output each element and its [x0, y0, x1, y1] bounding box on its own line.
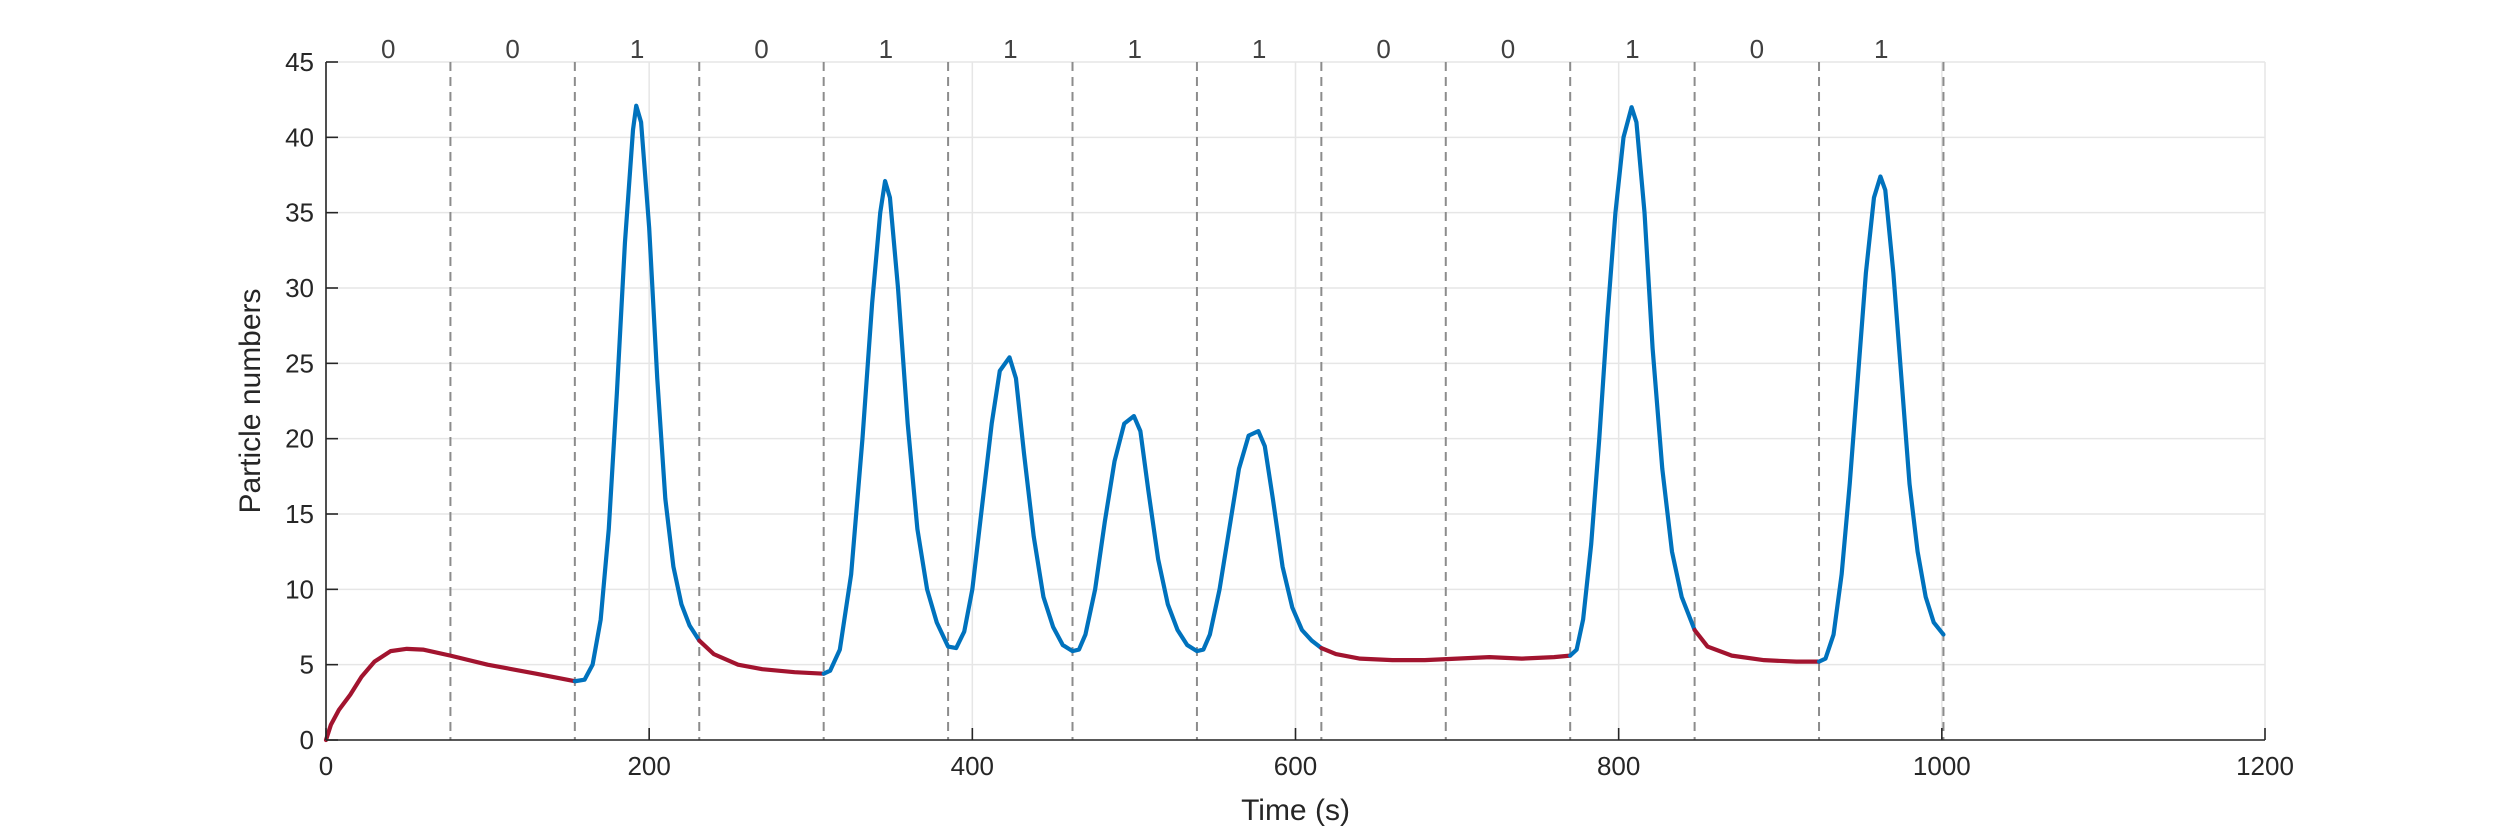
- series-line-state-1: [821, 178, 1324, 676]
- series-line-state-1: [572, 103, 702, 684]
- series-line-state-0: [697, 638, 826, 676]
- x-axis-label: Time (s): [1241, 794, 1350, 827]
- y-tick-label: 20: [285, 424, 314, 454]
- series-layer: [323, 103, 1946, 743]
- y-tick-label: 0: [300, 725, 314, 755]
- y-tick-label: 25: [285, 348, 314, 378]
- segment-state-label: 1: [1625, 34, 1639, 64]
- segment-state-label: 1: [1003, 34, 1017, 64]
- x-tick-label: 400: [951, 751, 994, 781]
- series-line-state-1: [1816, 174, 1946, 664]
- segment-state-label: 1: [630, 34, 644, 64]
- y-tick-label: 10: [285, 574, 314, 604]
- x-tick-label: 0: [319, 751, 333, 781]
- x-tick-label: 600: [1274, 751, 1317, 781]
- x-tick-label: 1200: [2236, 751, 2294, 781]
- segment-state-label: 0: [381, 34, 395, 64]
- y-tick-label: 5: [300, 650, 314, 680]
- segment-state-label: 0: [1376, 34, 1390, 64]
- segment-state-label: 1: [1252, 34, 1266, 64]
- x-tick-label: 800: [1597, 751, 1640, 781]
- axes: 0 200 400 600 800 1000 1200 0 5 10 15 20 25 30 35 40 45: [285, 47, 2294, 781]
- y-tick-label: 40: [285, 122, 314, 152]
- y-tick-label: 35: [285, 198, 314, 228]
- series-line-state-0: [1319, 645, 1573, 663]
- segment-state-label: 1: [879, 34, 893, 64]
- segment-state-label: 0: [505, 34, 519, 64]
- grid-layer: [325, 61, 2266, 741]
- x-tick-label: 200: [627, 751, 670, 781]
- segment-state-label: 1: [1127, 34, 1141, 64]
- y-tick-label: 15: [285, 499, 314, 529]
- y-axis-label: Particle numbers: [234, 288, 267, 513]
- series-line-state-0: [1692, 627, 1822, 664]
- segment-state-label: 0: [754, 34, 768, 64]
- segment-state-label: 0: [1750, 34, 1764, 64]
- x-tick-label: 1000: [1913, 751, 1971, 781]
- segment-state-label: 0: [1501, 34, 1515, 64]
- series-line-state-0: [323, 646, 577, 743]
- y-tick-label: 30: [285, 273, 314, 303]
- series-line-state-1: [1568, 105, 1697, 658]
- segment-boundary-layer: [449, 62, 1945, 740]
- y-tick-label: 45: [285, 47, 314, 77]
- segment-state-label: 1: [1874, 34, 1888, 64]
